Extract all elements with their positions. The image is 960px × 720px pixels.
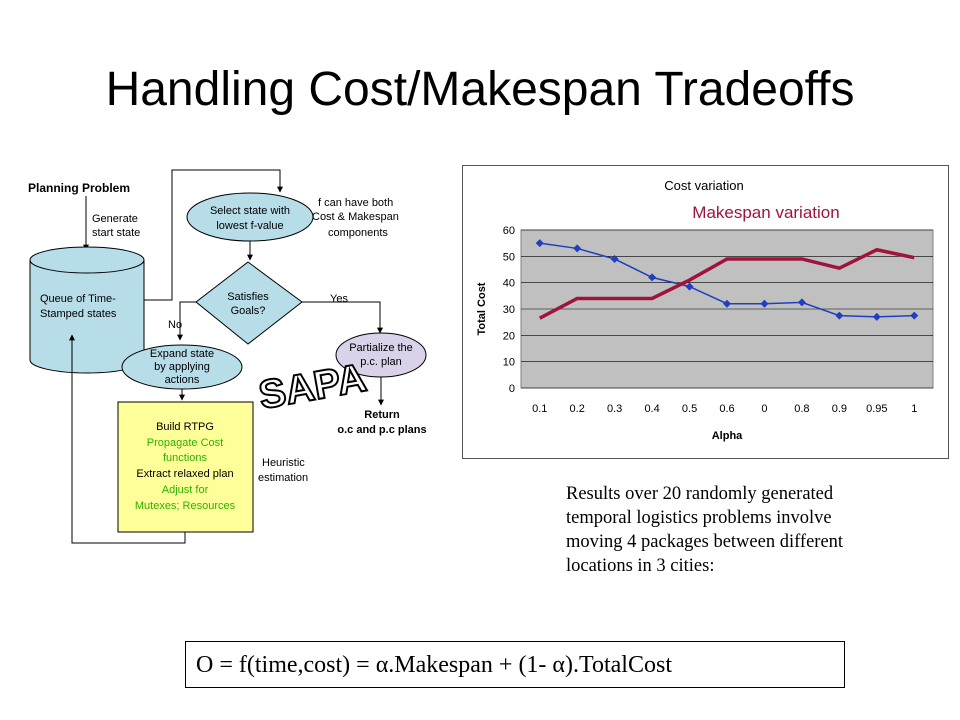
y-tick-label: 20 <box>503 330 515 342</box>
heuristic-label-1: Heuristic <box>262 457 305 469</box>
rtpg-label-1: Build RTPG <box>156 421 214 433</box>
series-point <box>723 299 731 308</box>
rtpg-box <box>117 401 254 533</box>
x-tick-label: 0.1 <box>532 403 547 415</box>
expand-label-1: Expand state <box>150 348 214 360</box>
satisfies-label-2: Goals? <box>231 305 266 317</box>
partialize-label-2: p.c. plan <box>360 356 402 368</box>
notes-line-3: moving 4 packages between different <box>566 532 844 552</box>
sapa-logo: SAPA <box>256 356 370 418</box>
generate-label-1: Generate <box>92 213 138 225</box>
series-point <box>910 311 919 320</box>
y-tick-label: 10 <box>503 357 515 369</box>
series-point <box>685 282 694 291</box>
queue-cylinder <box>29 246 145 374</box>
heuristic-label-2: estimation <box>258 472 308 484</box>
rtpg-label-6: Mutexes; Resources <box>135 500 236 512</box>
objective-formula: O = f(time,cost) = α.Makespan + (1- α).T… <box>185 641 845 688</box>
select-label-1: Select state with <box>210 205 290 217</box>
satisfies-label-1: Satisfies <box>227 291 269 303</box>
f-note-2: Cost & Makespan <box>312 211 399 223</box>
series-point <box>872 312 881 321</box>
series-point <box>573 244 582 253</box>
sapa-flowchart: Planning Problem Generate start state Qu… <box>28 169 427 544</box>
x-tick-label: 0.3 <box>607 403 622 415</box>
queue-label-2: Stamped states <box>40 308 117 320</box>
return-label-2: o.c and p.c plans <box>337 424 426 436</box>
rtpg-label-5: Adjust for <box>162 484 209 496</box>
rtpg-label-3: functions <box>163 452 208 464</box>
y-tick-label: 30 <box>503 304 515 316</box>
x-tick-label: 1 <box>911 403 917 415</box>
notes-line-4: locations in 3 cities: <box>566 556 715 576</box>
y-tick-label: 40 <box>503 278 515 290</box>
select-state-node <box>186 192 314 242</box>
expand-label-3: actions <box>165 374 200 386</box>
y-tick-label: 0 <box>509 383 515 395</box>
x-tick-label: 0.6 <box>719 403 734 415</box>
x-tick-label: 0 <box>761 403 767 415</box>
f-note-3: components <box>328 227 388 239</box>
y-axis-label: Total Cost <box>476 282 488 335</box>
yes-label: Yes <box>330 293 348 305</box>
series-line-1 <box>538 247 915 320</box>
series-point <box>610 254 619 263</box>
x-axis-label: Alpha <box>712 430 743 442</box>
x-tick-label: 0.95 <box>866 403 887 415</box>
chart-subtitle: Makespan variation <box>692 203 839 222</box>
partialize-label-1: Partialize the <box>349 342 413 354</box>
generate-label-2: start state <box>92 227 140 239</box>
series-point <box>835 311 844 320</box>
no-label: No <box>168 319 182 331</box>
chart-title: Cost variation <box>664 178 743 193</box>
y-tick-label: 50 <box>503 251 515 263</box>
select-label-2: lowest f-value <box>216 220 283 232</box>
x-tick-label: 0.8 <box>794 403 809 415</box>
f-note-1: f can have both <box>318 197 393 209</box>
satisfies-goals-node <box>195 261 303 345</box>
expand-label-2: by applying <box>154 361 210 373</box>
x-tick-label: 0.2 <box>570 403 585 415</box>
page-title: Handling Cost/Makespan Tradeoffs <box>105 63 855 116</box>
chart-svg: Cost variation Makespan variation 010203… <box>476 178 934 442</box>
notes-line-2: temporal logistics problems involve <box>566 508 832 528</box>
x-tick-label: 0.9 <box>832 403 847 415</box>
rtpg-label-4: Extract relaxed plan <box>136 468 233 480</box>
series-point <box>797 298 806 307</box>
cost-makespan-chart: Cost variation Makespan variation 0 10 20 3… <box>462 165 949 459</box>
return-label-1: Return <box>364 409 400 421</box>
planning-problem-label: Planning Problem <box>28 181 130 195</box>
series-point <box>648 273 657 282</box>
series-point <box>760 299 769 308</box>
x-tick-label: 0.5 <box>682 403 697 415</box>
results-notes: Results over 20 randomly generated tempo… <box>566 482 946 578</box>
y-tick-label: 60 <box>503 225 515 237</box>
queue-label-1: Queue of Time- <box>40 293 116 305</box>
notes-line-1: Results over 20 randomly generated <box>566 484 834 504</box>
x-tick-label: 0.4 <box>644 403 659 415</box>
rtpg-label-2: Propagate Cost <box>147 437 223 449</box>
series-point <box>535 239 544 248</box>
